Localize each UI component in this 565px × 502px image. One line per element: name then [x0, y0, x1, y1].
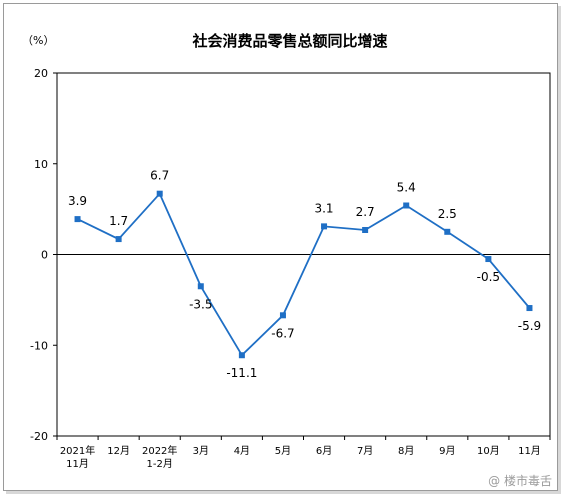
x-tick-label: 4月: [234, 445, 250, 457]
watermark: @ 楼市毒舌: [488, 473, 552, 488]
data-label: -0.5: [477, 270, 500, 284]
data-series: [74, 190, 533, 359]
chart-shadow-right: [558, 6, 561, 494]
x-tick-label: 9月: [439, 445, 455, 457]
data-label: 5.4: [397, 180, 416, 194]
chart-title: 社会消费品零售总额同比增速: [191, 32, 387, 50]
x-tick-label: 7月: [357, 445, 373, 457]
data-labels: 3.9 1.7 6.7 -3.5 -11.1 -6.7 3.1 2.7 5.4 2.5 -0.5 -5…: [68, 169, 541, 381]
data-label: -11.1: [226, 366, 257, 380]
x-tick-label: 10月: [477, 445, 500, 457]
data-label: -3.5: [189, 297, 212, 311]
x-tick-label: 2021年: [60, 444, 95, 457]
y-tick-label: -10: [30, 339, 48, 352]
x-tick-label: 8月: [398, 445, 414, 457]
y-tick-label: 0: [41, 249, 48, 262]
data-point: [321, 223, 328, 230]
data-point: [526, 305, 533, 312]
x-tick-label: 11月: [66, 458, 89, 470]
chart-shadow-bottom: [6, 491, 561, 494]
data-label: 6.7: [150, 169, 169, 183]
data-point: [279, 312, 286, 319]
y-tick-label: -20: [30, 430, 48, 443]
x-tick-label: 5月: [275, 445, 291, 457]
x-tick-label: 1-2月: [147, 458, 173, 470]
data-label: 2.7: [356, 205, 375, 219]
data-point: [74, 216, 81, 223]
data-point: [238, 352, 245, 359]
y-tick-label: 10: [34, 158, 48, 171]
data-point: [485, 256, 492, 263]
x-tick-label: 6月: [316, 445, 332, 457]
chart-border: [3, 3, 558, 491]
x-tick-label: 3月: [193, 445, 209, 457]
x-tick-label: 12月: [107, 445, 130, 457]
data-label: -5.9: [518, 319, 541, 333]
y-axis-ticks: 20 10 0 -10 -20: [30, 67, 550, 443]
data-point: [444, 228, 451, 235]
data-label: 3.1: [314, 201, 333, 215]
x-tick-label: 11月: [518, 445, 541, 457]
data-point: [115, 236, 122, 243]
y-axis-unit-label: （%）: [22, 34, 54, 47]
watermark-text: @ 楼市毒舌: [488, 473, 552, 488]
data-label: 1.7: [109, 214, 128, 228]
series-line: [77, 192, 531, 357]
data-point: [403, 202, 410, 209]
data-point: [197, 283, 204, 290]
data-point: [362, 226, 369, 233]
x-tick-label: 2022年: [142, 444, 177, 457]
data-label: 3.9: [68, 194, 87, 208]
data-point: [156, 190, 163, 197]
y-tick-label: 20: [34, 67, 48, 80]
data-label: 2.5: [438, 207, 457, 221]
data-label: -6.7: [271, 326, 294, 340]
